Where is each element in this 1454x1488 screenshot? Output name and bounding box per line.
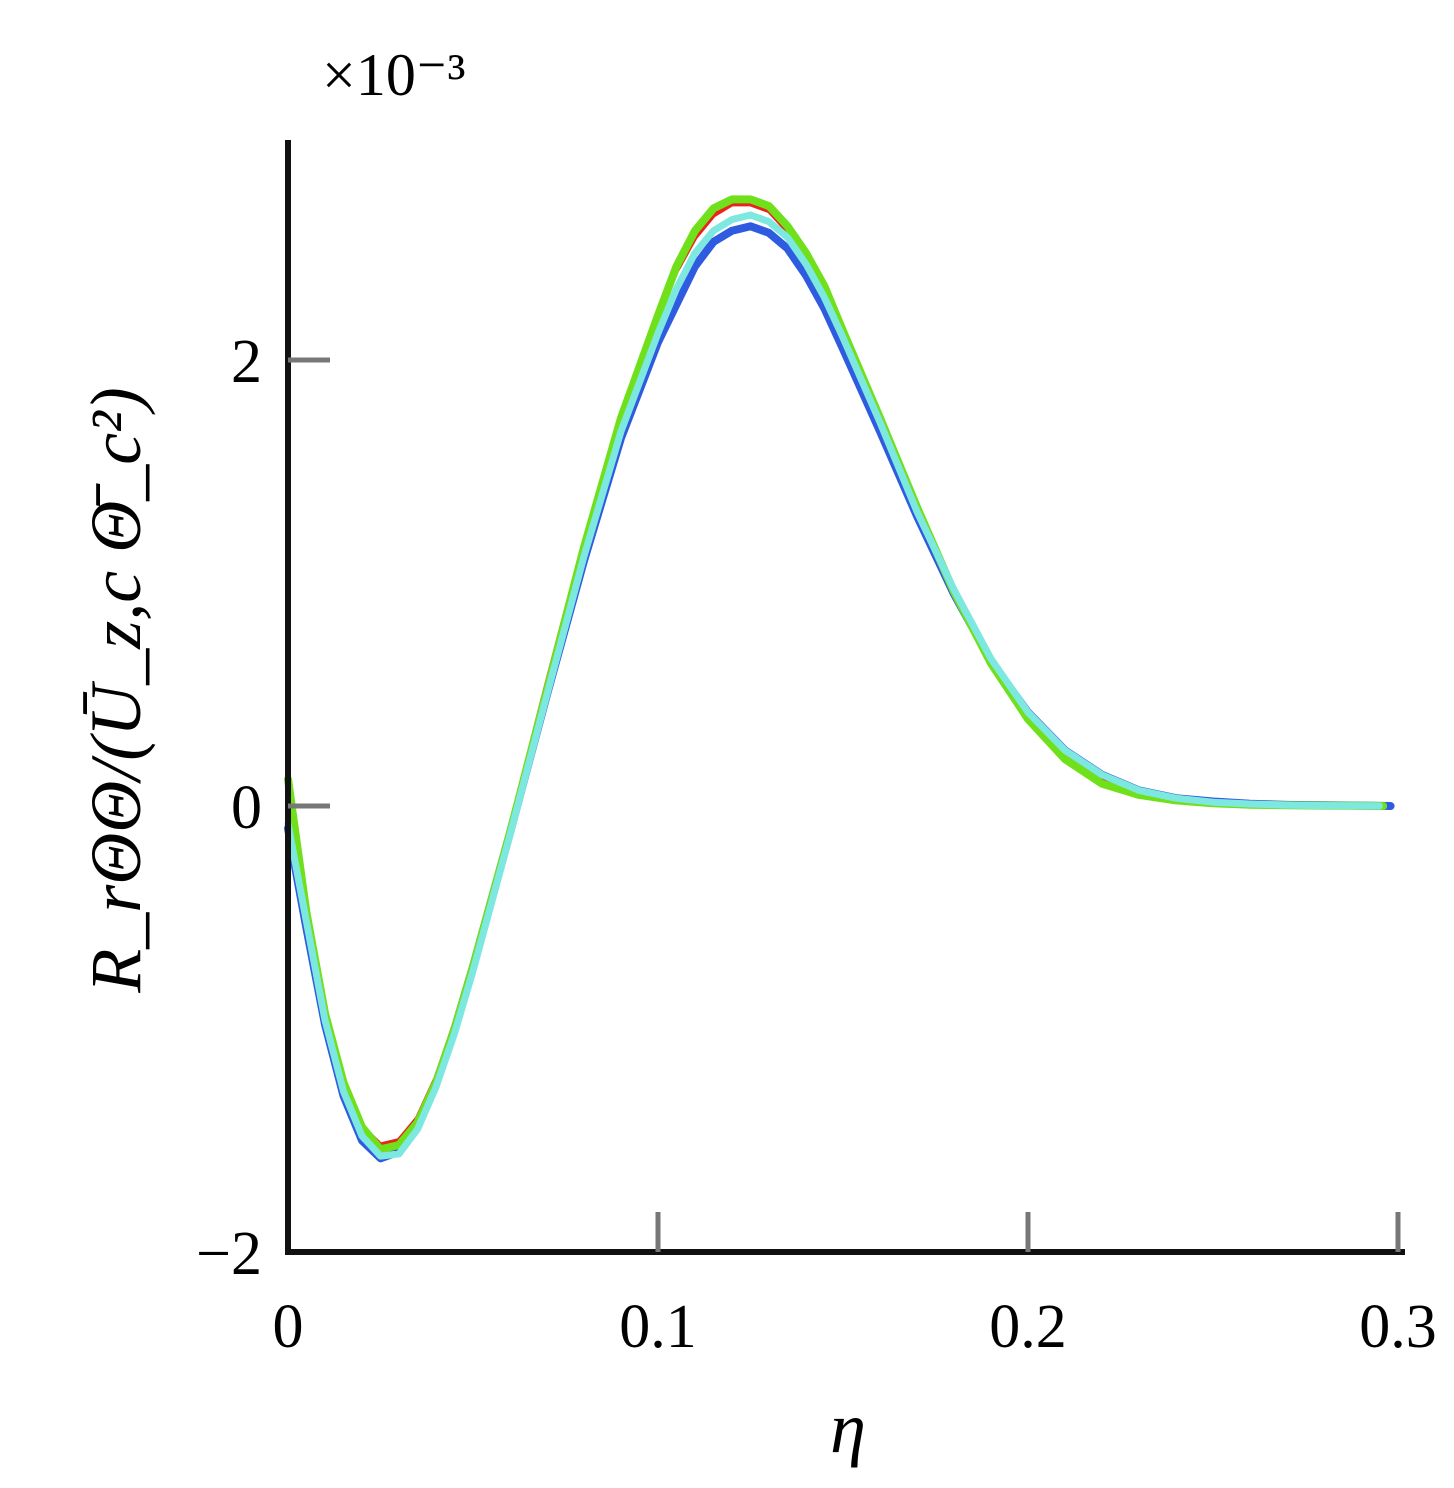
y-multiplier: ×10⁻³ [322,42,466,108]
series-line-3 [284,195,1388,1154]
y-axis-title: R_rΘΘ/(Ū_z,c Θ̄_c²) [76,387,156,993]
y-tick-label: −2 [196,1220,262,1288]
series-layer [284,195,1395,1163]
x-axis-title: η [830,1388,866,1468]
x-tick-label: 0 [273,1293,304,1361]
series-line-1 [284,222,1395,1163]
y-tick-label: 0 [231,774,262,842]
y-ticks: −2 0 2 [196,328,330,1288]
x-tick-label: 0.2 [989,1293,1067,1361]
x-tick-label: 0.3 [1359,1293,1437,1361]
series-line-4 [284,211,1383,1160]
x-tick-label: 0.1 [619,1293,697,1361]
x-ticks: 0 0.1 0.2 0.3 [273,1212,1437,1361]
y-tick-label: 2 [231,328,262,396]
y-multiplier-base: ×10⁻³ [322,42,466,108]
series-line-2 [285,201,1386,1148]
